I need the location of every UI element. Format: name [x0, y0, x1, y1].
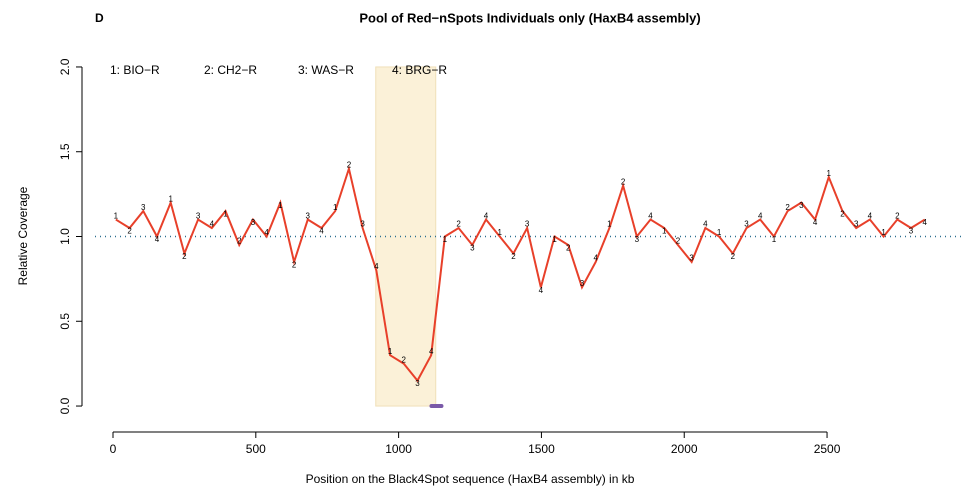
point-marker: 2 — [237, 237, 242, 246]
chart-title: Pool of Red−nSpots Individuals only (Hax… — [359, 10, 700, 25]
point-marker: 4 — [813, 218, 818, 227]
point-marker: 3 — [141, 203, 146, 212]
point-marker: 2 — [292, 260, 297, 269]
point-marker: 2 — [511, 252, 516, 261]
point-marker: 1 — [881, 228, 886, 237]
point-marker: 2 — [566, 243, 571, 252]
y-tick-label: 1.0 — [58, 228, 72, 245]
point-marker: 3 — [580, 279, 585, 288]
point-marker: 3 — [415, 379, 420, 388]
point-marker: 2 — [676, 237, 681, 246]
legend-entry: 3: WAS−R — [298, 63, 354, 77]
point-marker: 2 — [402, 355, 407, 364]
x-tick-label: 1500 — [528, 442, 555, 456]
y-axis-label: Relative Coverage — [16, 186, 30, 285]
point-marker: 4 — [155, 235, 160, 244]
point-marker: 1 — [443, 235, 448, 244]
x-tick-label: 0 — [110, 442, 117, 456]
point-marker: 3 — [470, 243, 475, 252]
point-marker: 1 — [662, 227, 667, 236]
point-marker: 1 — [717, 228, 722, 237]
legend-entry: 1: BIO−R — [110, 63, 160, 77]
point-marker: 2 — [182, 252, 187, 261]
legend-entry: 4: BRG−R — [392, 63, 447, 77]
point-marker: 4 — [703, 220, 708, 229]
x-tick-label: 500 — [246, 442, 266, 456]
point-marker: 4 — [264, 228, 269, 237]
point-marker: 3 — [196, 211, 201, 220]
point-marker: 4 — [758, 211, 763, 220]
point-marker: 4 — [429, 347, 434, 356]
point-marker: 1 — [772, 235, 777, 244]
x-tick-label: 2000 — [671, 442, 698, 456]
coverage-line — [115, 164, 926, 383]
panel-label: D — [95, 11, 104, 25]
point-marker: 1 — [168, 194, 173, 203]
point-marker: 4 — [868, 211, 873, 220]
point-marker: 4 — [210, 220, 215, 229]
point-marker: 2 — [347, 160, 352, 169]
point-marker: 4 — [593, 254, 598, 263]
point-marker: 2 — [895, 211, 900, 220]
y-tick-label: 0.5 — [58, 313, 72, 330]
point-marker: 3 — [909, 227, 914, 236]
point-marker: 2 — [731, 252, 736, 261]
point-marker: 3 — [306, 211, 311, 220]
legend-entry: 2: CH2−R — [204, 63, 257, 77]
point-marker: 4 — [374, 262, 379, 271]
point-marker: 3 — [689, 254, 694, 263]
point-marker: 1 — [497, 228, 502, 237]
point-marker: 2 — [456, 220, 461, 229]
point-marker: 2 — [621, 177, 626, 186]
point-marker: 1 — [388, 347, 393, 356]
y-tick-label: 2.0 — [58, 58, 72, 75]
point-marker: 2 — [785, 203, 790, 212]
point-marker: 2 — [840, 210, 845, 219]
point-marker: 3 — [854, 220, 859, 229]
point-marker: 3 — [360, 220, 365, 229]
point-marker: 4 — [539, 286, 544, 295]
x-tick-label: 1000 — [385, 442, 412, 456]
point-marker: 4 — [484, 211, 489, 220]
x-axis-label: Position on the Black4Spot sequence (Hax… — [306, 472, 635, 486]
point-marker: 3 — [799, 201, 804, 210]
point-marker: 3 — [744, 220, 749, 229]
point-marker: 2 — [127, 227, 132, 236]
point-marker: 1 — [114, 211, 119, 220]
x-tick-label: 2500 — [814, 442, 841, 456]
point-marker: 1 — [223, 210, 228, 219]
point-marker: 3 — [635, 235, 640, 244]
point-marker: 1 — [552, 235, 557, 244]
point-marker: 1 — [607, 220, 612, 229]
point-marker: 1 — [278, 201, 283, 210]
point-marker: 1 — [827, 169, 832, 178]
y-tick-label: 0.0 — [58, 397, 72, 414]
point-marker: 3 — [251, 218, 256, 227]
point-marker: 4 — [319, 227, 324, 236]
point-marker: 4 — [648, 211, 653, 220]
point-marker: 4 — [923, 218, 928, 227]
point-marker: 3 — [525, 220, 530, 229]
point-marker: 1 — [333, 203, 338, 212]
y-tick-label: 1.5 — [58, 143, 72, 160]
